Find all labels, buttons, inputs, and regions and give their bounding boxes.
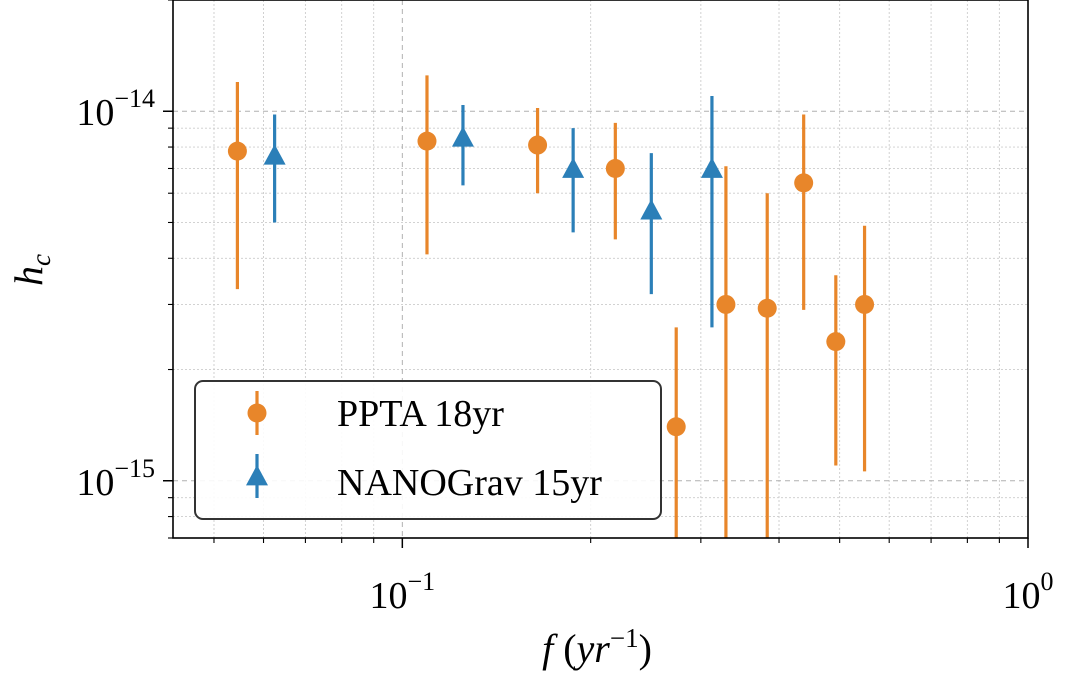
y-axis-label: hc	[6, 254, 56, 286]
x-tick-label-base: 10	[369, 575, 407, 617]
plot-series	[227, 75, 875, 538]
legend-label-nanograv: NANOGrav 15yr	[337, 462, 602, 504]
x-tick-label-exponent: −1	[407, 567, 435, 596]
data-point	[562, 157, 585, 178]
legend-box	[194, 380, 662, 520]
y-tick-label: 10−15	[76, 454, 155, 504]
legend-item-nanograv	[246, 454, 268, 498]
x-axis-label: f (yr−1)	[542, 623, 652, 671]
data-point	[716, 294, 736, 314]
x-tick-label: 10−1	[369, 567, 435, 617]
x-tick-label-base: 10	[1003, 575, 1041, 617]
legend-marker	[247, 403, 267, 423]
series-ppta-18yr	[227, 75, 875, 538]
data-point	[528, 135, 548, 155]
data-point	[794, 173, 814, 193]
legend-item-ppta	[247, 391, 267, 435]
data-point	[700, 157, 723, 178]
data-point	[451, 126, 474, 147]
series-nanograv-15yr	[263, 95, 723, 328]
y-tick-label-exponent: −14	[114, 84, 155, 113]
data-point	[826, 332, 846, 352]
data-point	[640, 199, 663, 220]
legend-marker	[246, 465, 268, 486]
data-point	[605, 158, 625, 178]
y-tick-label-base: 10	[76, 92, 114, 134]
data-point	[227, 141, 247, 161]
data-point	[417, 131, 437, 151]
data-point	[757, 298, 777, 318]
y-tick-label: 10−14	[76, 84, 155, 134]
x-tick-label: 100	[1003, 567, 1054, 617]
legend: PPTA 18yr NANOGrav 15yr	[194, 380, 662, 520]
data-point	[855, 294, 875, 314]
y-tick-label-exponent: −15	[114, 454, 155, 483]
legend-label-ppta: PPTA 18yr	[337, 393, 504, 435]
x-tick-label-exponent: 0	[1041, 567, 1054, 596]
axis-ticks	[163, 0, 1029, 548]
plot-frame	[172, 0, 1029, 539]
data-point	[666, 417, 686, 437]
y-tick-label-base: 10	[76, 462, 114, 504]
data-point	[263, 144, 286, 165]
